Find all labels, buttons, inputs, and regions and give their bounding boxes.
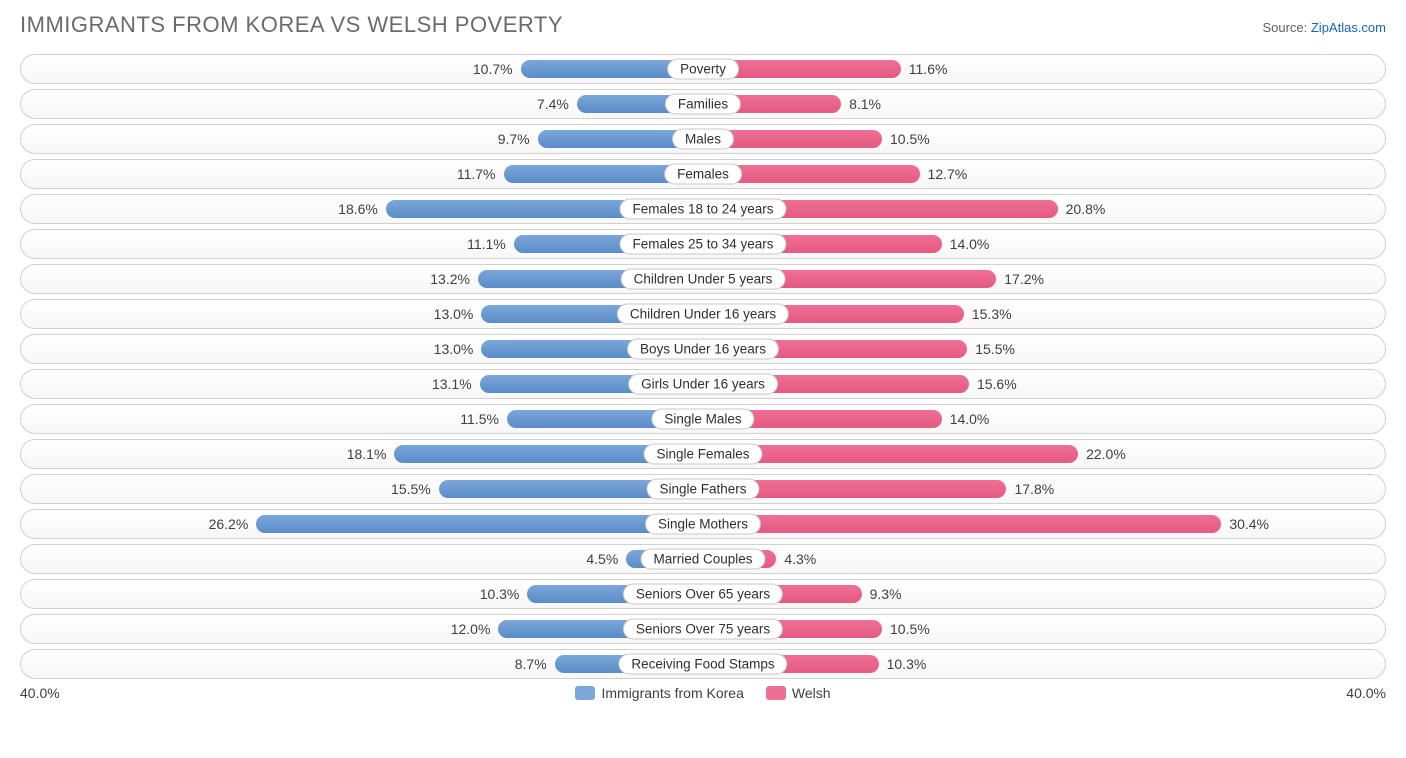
value-label-left: 18.1% — [347, 446, 387, 462]
value-label-left: 4.5% — [586, 551, 618, 567]
value-label-right: 15.5% — [975, 341, 1015, 357]
value-label-right: 4.3% — [784, 551, 816, 567]
value-label-left: 10.7% — [473, 61, 513, 77]
axis-max-left: 40.0% — [20, 685, 60, 701]
category-label: Poverty — [667, 59, 739, 80]
category-label: Single Fathers — [646, 479, 759, 500]
category-label: Single Males — [651, 409, 754, 430]
value-label-left: 12.0% — [451, 621, 491, 637]
chart-row: 11.5% 14.0% Single Males — [20, 404, 1386, 434]
bar-left — [256, 515, 703, 533]
category-label: Seniors Over 65 years — [623, 584, 783, 605]
category-label: Females 25 to 34 years — [619, 234, 786, 255]
value-label-right: 12.7% — [928, 166, 968, 182]
value-label-right: 14.0% — [950, 236, 990, 252]
category-label: Children Under 16 years — [617, 304, 789, 325]
value-label-left: 10.3% — [480, 586, 520, 602]
axis-max-right: 40.0% — [1346, 685, 1386, 701]
value-label-right: 8.1% — [849, 96, 881, 112]
value-label-right: 9.3% — [870, 586, 902, 602]
category-label: Females — [664, 164, 742, 185]
legend-label-right: Welsh — [792, 685, 831, 701]
chart-title: IMMIGRANTS FROM KOREA VS WELSH POVERTY — [20, 12, 563, 38]
legend: Immigrants from Korea Welsh — [575, 685, 830, 701]
value-label-right: 30.4% — [1229, 516, 1269, 532]
chart-row: 8.7% 10.3% Receiving Food Stamps — [20, 649, 1386, 679]
chart-row: 13.2% 17.2% Children Under 5 years — [20, 264, 1386, 294]
value-label-right: 14.0% — [950, 411, 990, 427]
chart-row: 9.7% 10.5% Males — [20, 124, 1386, 154]
chart-row: 15.5% 17.8% Single Fathers — [20, 474, 1386, 504]
chart-row: 11.1% 14.0% Females 25 to 34 years — [20, 229, 1386, 259]
legend-swatch-right — [766, 686, 786, 700]
source-prefix: Source: — [1262, 20, 1310, 35]
category-label: Girls Under 16 years — [628, 374, 778, 395]
chart-row: 10.3% 9.3% Seniors Over 65 years — [20, 579, 1386, 609]
chart-row: 13.1% 15.6% Girls Under 16 years — [20, 369, 1386, 399]
value-label-left: 11.5% — [460, 411, 499, 427]
category-label: Females 18 to 24 years — [619, 199, 786, 220]
header: IMMIGRANTS FROM KOREA VS WELSH POVERTY S… — [20, 12, 1386, 38]
value-label-right: 15.3% — [972, 306, 1012, 322]
category-label: Married Couples — [640, 549, 765, 570]
category-label: Children Under 5 years — [621, 269, 786, 290]
diverging-bar-chart: 10.7% 11.6% Poverty 7.4% 8.1% Families 9.7% 10.… — [20, 54, 1386, 679]
value-label-left: 11.7% — [457, 166, 496, 182]
value-label-right: 10.3% — [887, 656, 927, 672]
legend-swatch-left — [575, 686, 595, 700]
value-label-left: 15.5% — [391, 481, 431, 497]
value-label-left: 26.2% — [209, 516, 249, 532]
source-attribution: Source: ZipAtlas.com — [1262, 20, 1386, 35]
category-label: Males — [672, 129, 734, 150]
category-label: Boys Under 16 years — [627, 339, 779, 360]
value-label-right: 17.8% — [1014, 481, 1054, 497]
value-label-left: 7.4% — [537, 96, 569, 112]
source-link[interactable]: ZipAtlas.com — [1311, 20, 1386, 35]
legend-label-left: Immigrants from Korea — [601, 685, 743, 701]
chart-row: 12.0% 10.5% Seniors Over 75 years — [20, 614, 1386, 644]
value-label-right: 11.6% — [909, 61, 948, 77]
axis-legend-row: 40.0% Immigrants from Korea Welsh 40.0% — [20, 685, 1386, 701]
legend-item-right: Welsh — [766, 685, 831, 701]
value-label-left: 13.0% — [434, 341, 474, 357]
value-label-left: 9.7% — [498, 131, 530, 147]
value-label-left: 13.1% — [432, 376, 472, 392]
chart-row: 13.0% 15.5% Boys Under 16 years — [20, 334, 1386, 364]
chart-row: 26.2% 30.4% Single Mothers — [20, 509, 1386, 539]
value-label-right: 10.5% — [890, 621, 930, 637]
chart-row: 18.1% 22.0% Single Females — [20, 439, 1386, 469]
category-label: Families — [665, 94, 741, 115]
chart-row: 18.6% 20.8% Females 18 to 24 years — [20, 194, 1386, 224]
value-label-left: 18.6% — [338, 201, 378, 217]
category-label: Single Females — [643, 444, 762, 465]
value-label-right: 22.0% — [1086, 446, 1126, 462]
value-label-left: 13.0% — [434, 306, 474, 322]
bar-right — [703, 515, 1221, 533]
legend-item-left: Immigrants from Korea — [575, 685, 743, 701]
category-label: Single Mothers — [645, 514, 761, 535]
value-label-right: 17.2% — [1004, 271, 1044, 287]
chart-row: 11.7% 12.7% Females — [20, 159, 1386, 189]
value-label-left: 8.7% — [515, 656, 547, 672]
category-label: Seniors Over 75 years — [623, 619, 783, 640]
chart-row: 7.4% 8.1% Families — [20, 89, 1386, 119]
value-label-left: 11.1% — [467, 236, 506, 252]
chart-row: 13.0% 15.3% Children Under 16 years — [20, 299, 1386, 329]
category-label: Receiving Food Stamps — [618, 654, 787, 675]
value-label-left: 13.2% — [430, 271, 470, 287]
chart-row: 10.7% 11.6% Poverty — [20, 54, 1386, 84]
value-label-right: 10.5% — [890, 131, 930, 147]
value-label-right: 15.6% — [977, 376, 1017, 392]
chart-row: 4.5% 4.3% Married Couples — [20, 544, 1386, 574]
value-label-right: 20.8% — [1066, 201, 1106, 217]
